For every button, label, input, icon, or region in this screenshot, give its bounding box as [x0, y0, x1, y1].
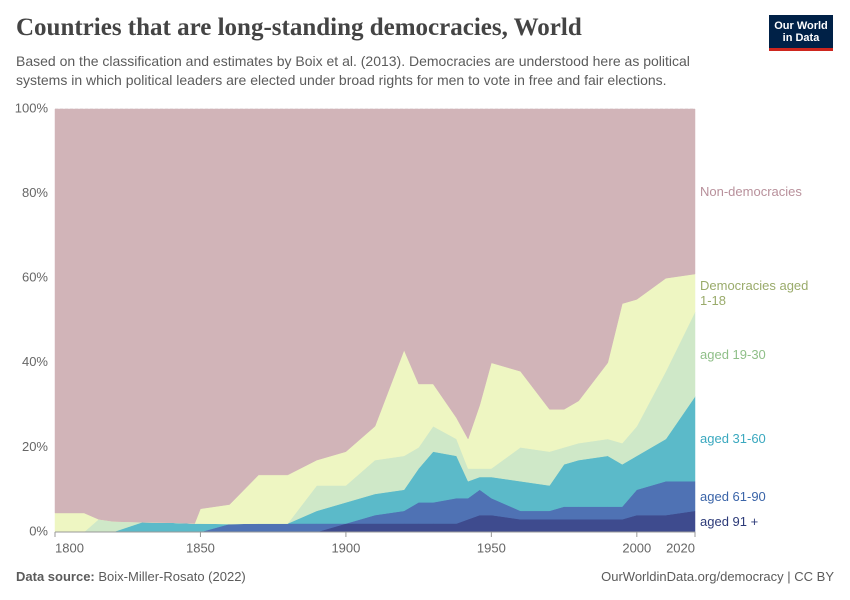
- series-label[interactable]: aged 91 +: [700, 513, 759, 529]
- y-tick-label: 0%: [29, 523, 48, 538]
- source-text: Boix-Miller-Rosato (2022): [98, 569, 246, 584]
- y-tick-label: 20%: [22, 439, 48, 454]
- link[interactable]: OurWorldinData.org/democracy | CC BY: [601, 569, 834, 584]
- x-tick-label: 2000: [622, 540, 651, 555]
- x-tick-label: 1850: [186, 540, 215, 555]
- series-label[interactable]: Non-democracies: [700, 183, 802, 199]
- series-label[interactable]: aged 61-90: [700, 488, 766, 504]
- x-tick-label: 1950: [477, 540, 506, 555]
- series-label[interactable]: aged 19-30: [700, 346, 766, 362]
- series-label[interactable]: aged 31-60: [700, 431, 766, 447]
- y-tick-label: 80%: [22, 185, 48, 200]
- source: Data source: Boix-Miller-Rosato (2022): [16, 569, 246, 584]
- y-tick-label: 60%: [22, 270, 48, 285]
- y-tick-label: 40%: [22, 354, 48, 369]
- x-tick-label: 1900: [331, 540, 360, 555]
- x-tick-label: 1800: [55, 540, 84, 555]
- area: [54, 108, 696, 524]
- series-label[interactable]: Democracies aged 1-18: [700, 278, 809, 308]
- source-label: Data source:: [16, 569, 95, 584]
- y-tick-label: 100%: [15, 100, 49, 115]
- logo[interactable]: Our World in Data: [769, 15, 833, 51]
- subtitle: Based on the classification and estimate…: [16, 53, 690, 88]
- title: Countries that are long-standing democra…: [16, 14, 582, 41]
- x-tick-label: 2020: [666, 540, 695, 555]
